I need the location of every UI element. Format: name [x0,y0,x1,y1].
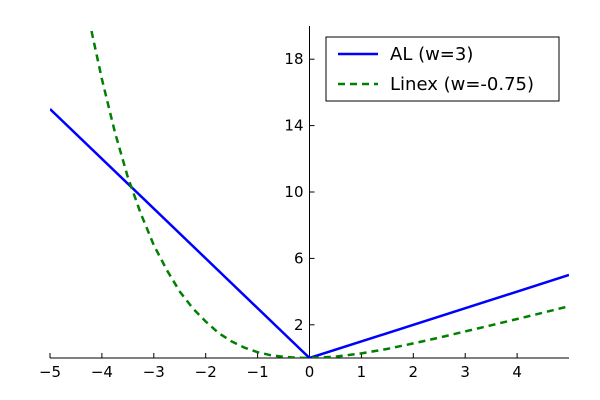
x-tick-label: 2 [409,363,419,381]
x-tick-label: −3 [143,363,165,381]
x-tick-label: −4 [91,363,113,381]
legend-box [325,36,560,102]
x-tick-label: 0 [305,363,315,381]
x-tick-label: 1 [357,363,367,381]
y-tick-label: 6 [294,249,304,267]
series-line-0 [50,108,569,358]
legend-label-1: Linex (w=-0.75) [390,74,534,95]
x-tick-label: −2 [195,363,217,381]
x-tick-label: 4 [512,363,522,381]
x-tick-label: 3 [460,363,470,381]
series-layer [50,30,569,358]
axes: −5 −4 −3 −2 −1 0 1 2 3 4 2 6 10 14 18 [39,26,569,381]
x-tick-label: −1 [247,363,269,381]
y-tick-label: 10 [284,183,303,201]
legend: AL (w=3) Linex (w=-0.75) [325,36,560,102]
y-tick-label: 14 [284,117,303,135]
x-tick-label: −5 [39,363,61,381]
y-tick-label: 2 [294,316,304,334]
y-tick-label: 18 [284,50,303,68]
legend-label-0: AL (w=3) [390,44,473,65]
series-line-1 [90,30,569,358]
